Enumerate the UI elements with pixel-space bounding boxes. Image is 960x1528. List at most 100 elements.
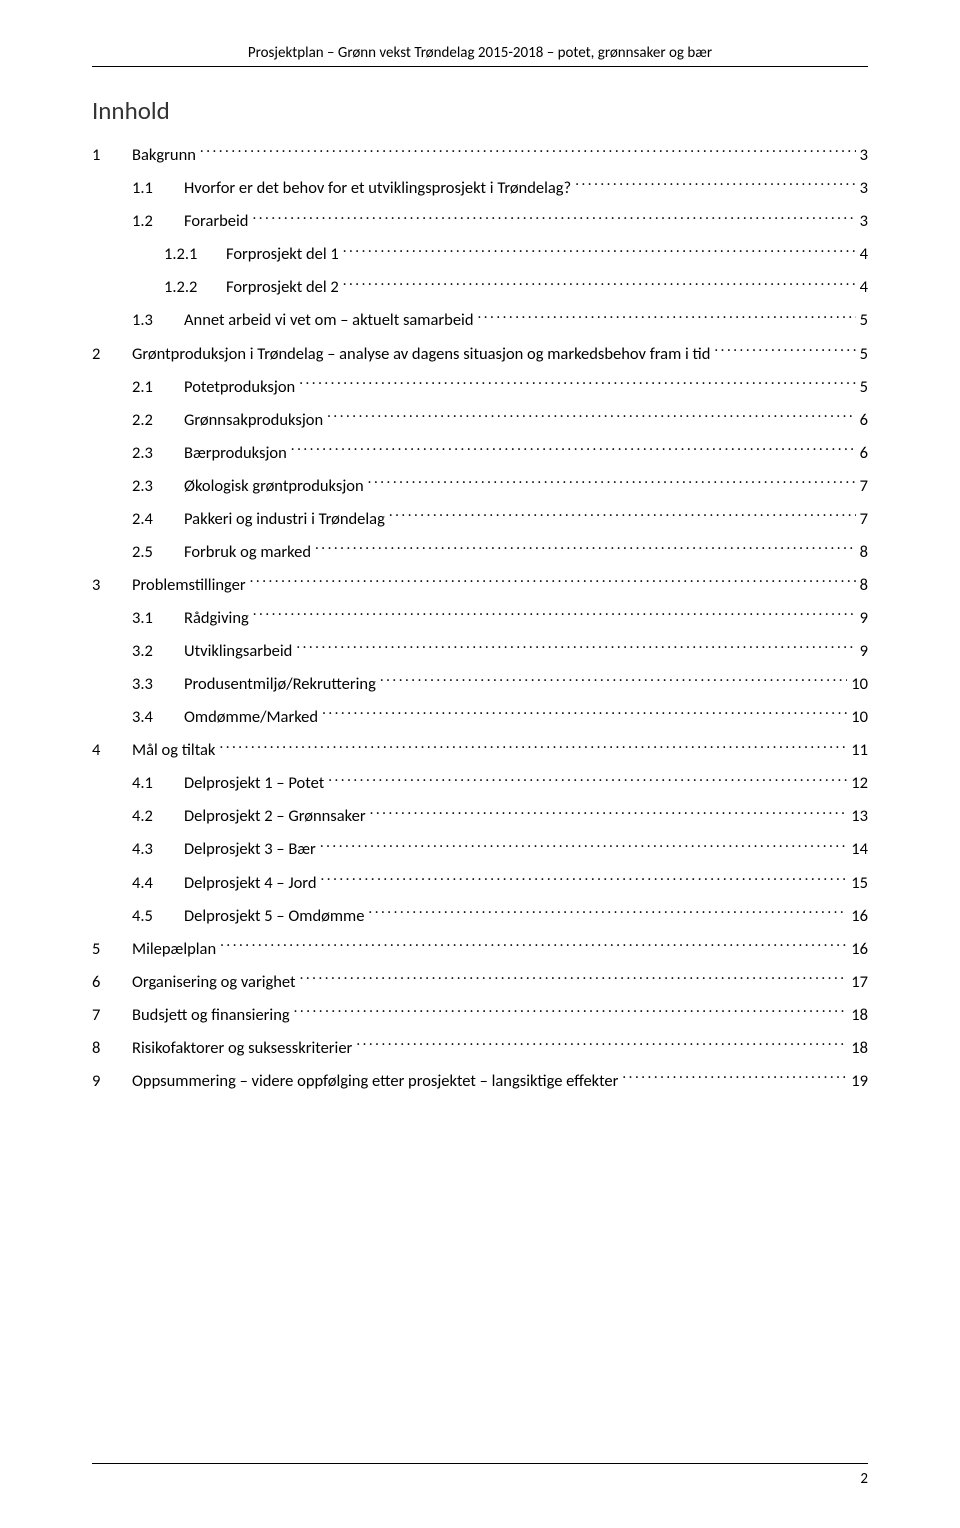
toc-entry-page: 13 xyxy=(851,805,868,829)
toc-entry-page: 10 xyxy=(851,673,868,697)
toc-entry-number: 3.3 xyxy=(132,673,184,697)
toc-entry[interactable]: 2.2Grønnsakproduksjon6 xyxy=(92,407,868,433)
toc-entry[interactable]: 1.2Forarbeid3 xyxy=(92,208,868,234)
toc-entry-page: 12 xyxy=(851,772,868,796)
table-of-contents: 1Bakgrunn3 1.1Hvorfor er det behov for et… xyxy=(92,142,868,1094)
toc-entry[interactable]: 7Budsjett og finansiering18 xyxy=(92,1002,868,1028)
toc-entry-number: 2.1 xyxy=(132,376,184,400)
toc-leader-dots xyxy=(343,241,856,259)
toc-entry-page: 9 xyxy=(860,640,868,664)
toc-entry[interactable]: 3Problemstillinger8 xyxy=(92,572,868,598)
toc-entry-number: 8 xyxy=(92,1037,132,1061)
toc-entry-page: 19 xyxy=(851,1070,868,1094)
document-page: Prosjektplan – Grønn vekst Trøndelag 201… xyxy=(0,0,960,1528)
toc-entry-page: 5 xyxy=(860,309,868,333)
toc-entry-page: 17 xyxy=(851,971,868,995)
toc-entry-label: Grøntproduksjon i Trøndelag – analyse av… xyxy=(132,343,710,367)
toc-entry[interactable]: 9Oppsummering – videre oppfølging etter … xyxy=(92,1068,868,1094)
toc-leader-dots xyxy=(315,539,856,557)
toc-entry-label: Delprosjekt 3 – Bær xyxy=(184,838,316,862)
toc-entry-label: Hvorfor er det behov for et utviklingspr… xyxy=(184,177,571,201)
toc-leader-dots xyxy=(220,936,847,954)
toc-entry[interactable]: 3.2Utviklingsarbeid9 xyxy=(92,638,868,664)
toc-entry-number: 1.2.1 xyxy=(164,243,226,267)
toc-entry[interactable]: 2.3Bærproduksjon6 xyxy=(92,440,868,466)
toc-entry-label: Delprosjekt 2 – Grønnsaker xyxy=(184,805,366,829)
toc-entry-number: 9 xyxy=(92,1070,132,1094)
toc-entry-label: Forprosjekt del 2 xyxy=(226,276,339,300)
toc-entry-number: 4.2 xyxy=(132,805,184,829)
toc-entry-number: 4.5 xyxy=(132,905,184,929)
toc-entry-label: Mål og tiltak xyxy=(132,739,215,763)
toc-entry-page: 18 xyxy=(851,1004,868,1028)
toc-entry[interactable]: 6Organisering og varighet 17 xyxy=(92,969,868,995)
toc-entry-number: 2.3 xyxy=(132,475,184,499)
toc-entry[interactable]: 4.1Delprosjekt 1 – Potet12 xyxy=(92,770,868,796)
toc-entry[interactable]: 1.1Hvorfor er det behov for et utvikling… xyxy=(92,175,868,201)
toc-entry-label: Delprosjekt 1 – Potet xyxy=(184,772,324,796)
toc-entry-number: 1.1 xyxy=(132,177,184,201)
toc-entry[interactable]: 3.3Produsentmiljø/Rekruttering 10 xyxy=(92,671,868,697)
toc-entry[interactable]: 2.4Pakkeri og industri i Trøndelag 7 xyxy=(92,506,868,532)
toc-entry-label: Potetproduksjon xyxy=(184,376,295,400)
toc-entry-number: 6 xyxy=(92,971,132,995)
toc-leader-dots xyxy=(575,175,855,193)
toc-leader-dots xyxy=(300,969,848,987)
toc-entry-page: 4 xyxy=(860,243,868,267)
toc-entry-label: Delprosjekt 4 – Jord xyxy=(184,872,317,896)
toc-title: Innhold xyxy=(92,95,868,126)
toc-entry[interactable]: 2.1Potetproduksjon 5 xyxy=(92,373,868,399)
toc-leader-dots xyxy=(622,1068,847,1086)
toc-entry[interactable]: 2.5Forbruk og marked8 xyxy=(92,539,868,565)
toc-leader-dots xyxy=(356,1035,847,1053)
toc-entry[interactable]: 4.5Delprosjekt 5 – Omdømme16 xyxy=(92,902,868,928)
toc-entry-label: Pakkeri og industri i Trøndelag xyxy=(184,508,385,532)
toc-leader-dots xyxy=(477,307,855,325)
toc-entry-page: 5 xyxy=(860,376,868,400)
toc-entry-page: 8 xyxy=(860,574,868,598)
toc-entry-page: 10 xyxy=(851,706,868,730)
toc-entry[interactable]: 3.1Rådgiving9 xyxy=(92,605,868,631)
toc-entry-label: Produsentmiljø/Rekruttering xyxy=(184,673,376,697)
toc-entry-number: 1.3 xyxy=(132,309,184,333)
toc-entry-number: 3.2 xyxy=(132,640,184,664)
toc-entry[interactable]: 4Mål og tiltak11 xyxy=(92,737,868,763)
toc-entry-number: 2.4 xyxy=(132,508,184,532)
toc-entry[interactable]: 4.2Delprosjekt 2 – Grønnsaker 13 xyxy=(92,803,868,829)
toc-entry[interactable]: 4.3Delprosjekt 3 – Bær14 xyxy=(92,836,868,862)
footer-rule xyxy=(92,1463,868,1464)
toc-entry-page: 9 xyxy=(860,607,868,631)
toc-entry-label: Budsjett og finansiering xyxy=(132,1004,290,1028)
toc-entry[interactable]: 1Bakgrunn3 xyxy=(92,142,868,168)
toc-entry[interactable]: 1.3Annet arbeid vi vet om – aktuelt sama… xyxy=(92,307,868,333)
toc-entry-label: Annet arbeid vi vet om – aktuelt samarbe… xyxy=(184,309,473,333)
toc-leader-dots xyxy=(299,373,855,391)
toc-leader-dots xyxy=(343,274,856,292)
toc-entry-label: Delprosjekt 5 – Omdømme xyxy=(184,905,364,929)
toc-entry[interactable]: 2Grøntproduksjon i Trøndelag – analyse a… xyxy=(92,340,868,366)
toc-entry[interactable]: 4.4Delprosjekt 4 – Jord15 xyxy=(92,869,868,895)
toc-entry[interactable]: 8Risikofaktorer og suksesskriterier 18 xyxy=(92,1035,868,1061)
toc-entry[interactable]: 1.2.2Forprosjekt del 24 xyxy=(92,274,868,300)
toc-entry-number: 4.3 xyxy=(132,838,184,862)
toc-entry-page: 7 xyxy=(860,508,868,532)
toc-entry-page: 7 xyxy=(860,475,868,499)
toc-entry[interactable]: 3.4Omdømme/Marked10 xyxy=(92,704,868,730)
toc-entry[interactable]: 5Milepælplan16 xyxy=(92,936,868,962)
toc-leader-dots xyxy=(291,440,856,458)
toc-entry-label: Økologisk grøntproduksjon xyxy=(184,475,364,499)
toc-entry-label: Organisering og varighet xyxy=(132,971,296,995)
toc-entry-number: 3.1 xyxy=(132,607,184,631)
toc-entry-label: Grønnsakproduksjon xyxy=(184,409,323,433)
toc-entry-label: Forprosjekt del 1 xyxy=(226,243,339,267)
toc-entry[interactable]: 2.3Økologisk grøntproduksjon 7 xyxy=(92,473,868,499)
toc-leader-dots xyxy=(389,506,856,524)
toc-leader-dots xyxy=(327,407,855,425)
toc-entry-label: Risikofaktorer og suksesskriterier xyxy=(132,1037,352,1061)
toc-entry[interactable]: 1.2.1Forprosjekt del 1 4 xyxy=(92,241,868,267)
toc-entry-page: 6 xyxy=(860,442,868,466)
toc-entry-page: 18 xyxy=(851,1037,868,1061)
toc-entry-page: 3 xyxy=(860,144,868,168)
toc-leader-dots xyxy=(294,1002,848,1020)
toc-entry-label: Problemstillinger xyxy=(132,574,246,598)
